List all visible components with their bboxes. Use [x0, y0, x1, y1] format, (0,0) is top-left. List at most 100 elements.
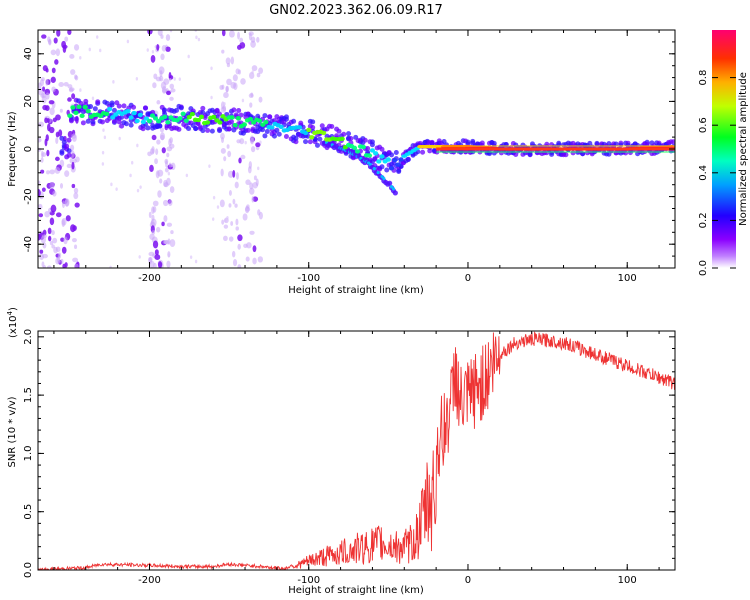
noise-mark — [50, 76, 56, 83]
noise-mark — [49, 217, 55, 226]
noise-mark — [61, 219, 66, 227]
y-tick-label: 20 — [23, 95, 34, 108]
ridge-halo — [293, 135, 299, 141]
noise-mark — [150, 148, 155, 155]
noise-mark — [223, 156, 227, 162]
noise-mark — [257, 166, 260, 171]
ridge-halo — [83, 98, 89, 104]
noise-mark — [157, 30, 163, 36]
noise-mark — [236, 172, 239, 180]
noise-mark — [38, 188, 41, 197]
noise-mark — [59, 182, 64, 189]
noise-mark — [152, 200, 159, 207]
noise-mark — [38, 180, 41, 185]
snr-multiplier-close: ) — [8, 307, 19, 311]
noise-mark — [40, 93, 47, 99]
ridge-halo — [362, 137, 368, 143]
ridge-mark — [195, 117, 202, 123]
ridge-mark — [189, 111, 195, 117]
noise-mark — [151, 50, 155, 54]
ridge-mark — [110, 115, 116, 120]
noise-mark — [258, 211, 263, 220]
noise-mark — [225, 86, 229, 93]
ridge-mark — [165, 120, 171, 125]
noise-mark — [46, 170, 50, 175]
noise-mark — [257, 256, 264, 263]
ridge-mark — [131, 110, 137, 116]
noise-mark — [220, 106, 227, 113]
ridge-mark — [257, 118, 263, 123]
noise-mark — [45, 92, 50, 100]
spectrogram-ylabel: Frequency (Hz) — [7, 111, 18, 187]
noise-mark — [231, 250, 236, 258]
ridge-mark — [137, 112, 143, 118]
noise-mark — [152, 206, 157, 213]
ridge-halo — [587, 140, 593, 146]
noise-mark — [71, 183, 76, 189]
noise-mark — [41, 152, 47, 157]
noise-mark — [60, 258, 64, 264]
noise-mark — [221, 219, 225, 225]
noise-mark — [49, 169, 55, 175]
colorbar-gradient — [712, 30, 736, 268]
ridge-halo — [670, 139, 675, 145]
colorbar: 0.0 0.2 0.4 0.6 0.8 Normalized spectral ampl… — [698, 30, 749, 276]
noise-mark — [170, 230, 174, 235]
ridge-halo — [346, 131, 352, 137]
ridge-halo — [238, 112, 244, 118]
noise-mark — [65, 215, 71, 222]
noise-mark — [41, 187, 46, 192]
ridge-halo — [228, 119, 234, 125]
noise-mark — [74, 202, 80, 208]
noise-mark — [51, 230, 55, 236]
noise-mark — [228, 203, 232, 208]
ridge-halo — [303, 139, 309, 145]
ridge-halo — [73, 116, 79, 122]
x-tick-label: 100 — [618, 273, 637, 284]
noise-mark — [101, 150, 105, 155]
snr-multiplier-exp: 4 — [6, 310, 14, 315]
ridge-halo — [365, 145, 371, 151]
noise-mark — [173, 77, 176, 81]
noise-mark — [49, 240, 54, 246]
noise-mark — [167, 253, 170, 257]
noise-mark — [71, 93, 76, 100]
noise-mark — [197, 37, 201, 42]
ridge-halo — [262, 113, 268, 119]
ridge-halo — [264, 129, 270, 135]
noise-mark — [48, 100, 55, 105]
noise-mark — [239, 37, 244, 43]
noise-mark — [237, 243, 241, 250]
ridge-halo — [185, 125, 191, 131]
spectrogram-marks — [38, 30, 675, 268]
noise-mark — [221, 84, 225, 90]
noise-mark — [157, 190, 162, 198]
noise-mark — [226, 215, 229, 220]
noise-mark — [42, 242, 47, 249]
ridge-mark — [351, 145, 358, 151]
ridge-halo — [142, 105, 148, 111]
noise-mark — [110, 182, 113, 187]
noise-mark — [63, 236, 68, 245]
noise-mark — [245, 206, 251, 212]
ridge-halo — [119, 114, 125, 120]
noise-mark — [146, 48, 149, 52]
noise-mark — [66, 163, 72, 169]
noise-mark — [154, 158, 158, 165]
ridge-halo — [336, 128, 342, 134]
noise-mark — [152, 240, 159, 249]
noise-mark — [178, 77, 181, 81]
snr-frame — [37, 330, 676, 571]
ridge-mark — [388, 166, 395, 171]
noise-mark — [71, 161, 75, 170]
ridge-halo — [59, 135, 65, 141]
noise-mark — [245, 256, 250, 262]
ridge-halo — [200, 105, 206, 111]
x-tick-label: -100 — [297, 575, 320, 586]
noise-mark — [225, 57, 231, 65]
noise-mark — [169, 186, 175, 193]
ridge-mark — [398, 157, 404, 162]
ridge-halo — [92, 106, 98, 112]
ridge-mark — [107, 106, 113, 112]
